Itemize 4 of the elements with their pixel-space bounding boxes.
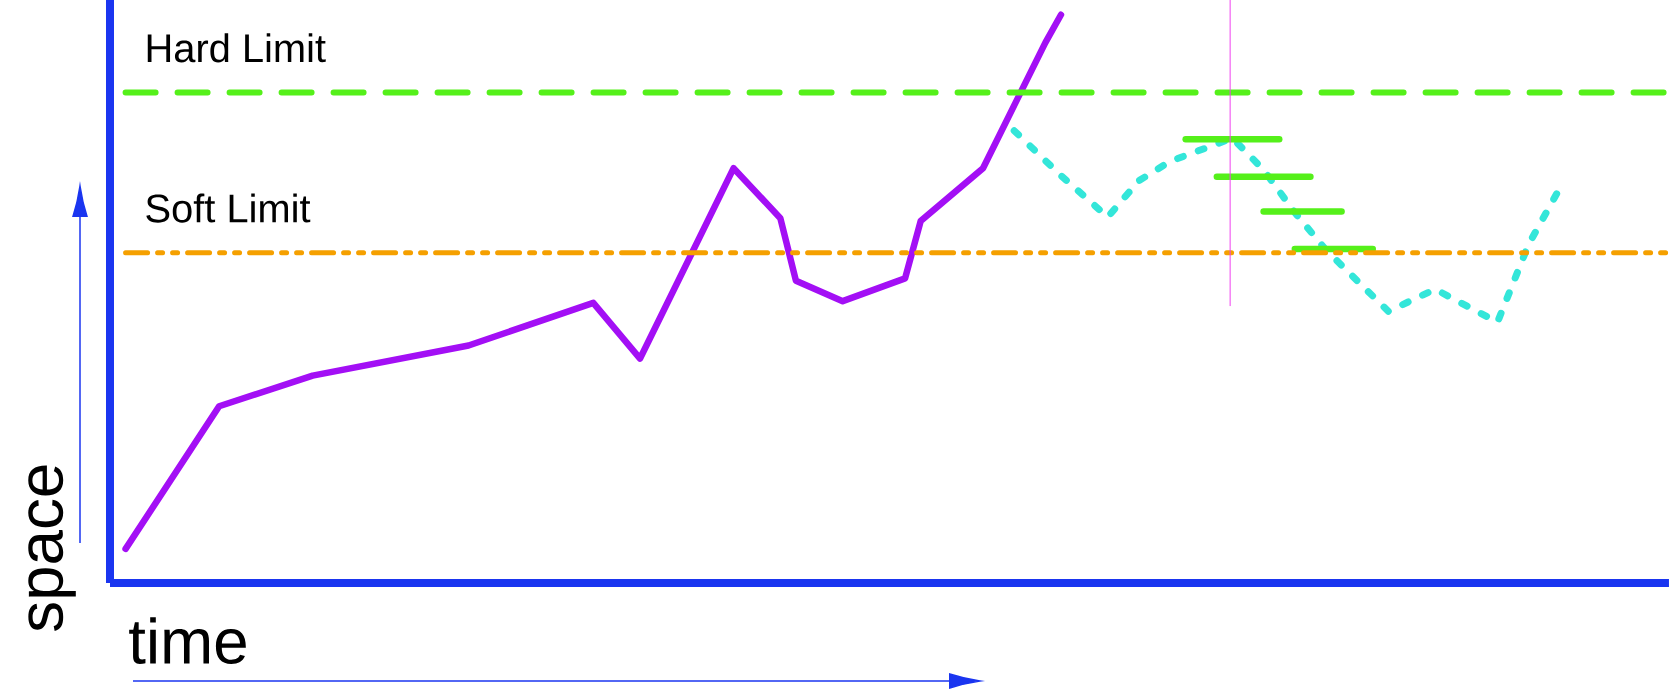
y-axis-title: space [28, 465, 76, 632]
ref-line-label: Hard Limit [147, 33, 326, 63]
ref-line-label: Soft Limit [146, 193, 311, 223]
x-axis-title: time [129, 617, 246, 665]
